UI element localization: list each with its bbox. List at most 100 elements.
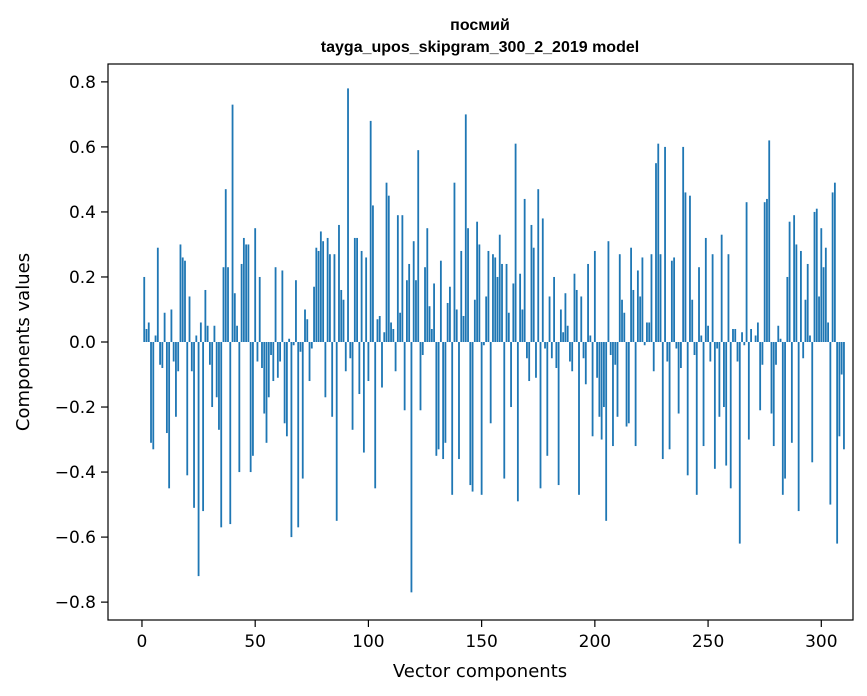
bar — [489, 342, 492, 424]
bar — [544, 342, 546, 349]
bar — [367, 342, 370, 382]
bar — [378, 315, 381, 342]
bar — [372, 205, 374, 342]
bar — [299, 342, 302, 352]
bar — [356, 237, 358, 342]
bar — [184, 260, 186, 342]
bar — [206, 325, 209, 342]
bar — [675, 342, 678, 349]
x-tick-label: 250 — [692, 632, 724, 652]
bar — [340, 289, 343, 342]
bar — [795, 244, 798, 342]
bar — [220, 342, 223, 528]
x-tick-label: 50 — [244, 632, 266, 652]
bar — [781, 342, 784, 495]
y-axis: 0.8 0.6 0.4 0.2 0.0 −0.2 −0.4 −0.6 −0.8 — [55, 73, 108, 613]
bar — [682, 146, 685, 342]
bar — [822, 267, 825, 342]
bar — [761, 342, 764, 365]
bar — [229, 342, 232, 525]
bar — [727, 254, 730, 342]
bar — [163, 312, 166, 342]
bar — [519, 273, 522, 342]
bar — [625, 342, 628, 427]
bar — [833, 182, 836, 342]
bar — [242, 237, 245, 342]
bar — [609, 342, 612, 356]
x-axis: 0 50 100 150 200 250 300 — [137, 620, 838, 652]
bar — [435, 342, 438, 456]
bar — [156, 247, 159, 342]
bar — [349, 342, 352, 359]
bar — [704, 237, 707, 342]
bar — [462, 315, 465, 342]
bar — [406, 280, 408, 342]
bar — [478, 244, 481, 342]
bar — [800, 250, 802, 342]
bar — [813, 211, 816, 342]
bar — [281, 270, 284, 342]
bar — [677, 342, 680, 414]
bar — [476, 221, 479, 342]
bar — [575, 289, 578, 342]
bar — [582, 342, 585, 359]
bar — [815, 208, 818, 342]
bar — [806, 263, 809, 342]
bar — [249, 342, 252, 473]
bar — [455, 309, 458, 342]
bar — [424, 267, 426, 342]
bar — [788, 221, 791, 342]
bar — [390, 322, 392, 342]
bar — [686, 342, 689, 476]
bar — [437, 342, 440, 450]
bar — [310, 342, 313, 349]
bar — [369, 120, 372, 343]
bar — [632, 289, 635, 342]
bar — [419, 342, 422, 411]
bar — [347, 88, 349, 342]
bar — [553, 276, 555, 342]
bar — [750, 328, 752, 342]
bar — [213, 325, 216, 342]
bar — [702, 342, 705, 447]
bar — [446, 302, 449, 342]
bar — [503, 342, 506, 479]
bar — [304, 309, 306, 342]
bar — [729, 342, 732, 489]
bar — [555, 342, 558, 369]
bar — [168, 342, 171, 489]
bar — [770, 342, 773, 414]
bar — [208, 342, 211, 365]
bar — [680, 342, 682, 369]
bar — [630, 247, 632, 342]
bar — [673, 257, 676, 342]
bar — [159, 342, 161, 365]
bar — [274, 267, 277, 342]
bar — [639, 296, 642, 342]
bar — [326, 237, 329, 342]
bar — [589, 335, 592, 342]
x-axis-label: Vector components — [393, 661, 567, 682]
bar — [809, 335, 811, 342]
bar — [723, 342, 725, 408]
bar — [381, 342, 383, 388]
bar — [317, 250, 320, 342]
bar — [360, 250, 363, 342]
bar — [741, 332, 743, 342]
bar — [709, 342, 712, 362]
bar — [838, 342, 841, 437]
bar — [412, 241, 415, 342]
bar — [333, 254, 336, 342]
bar — [410, 342, 413, 593]
bar — [145, 328, 148, 342]
chart-title-line2: tayga_upos_skipgram_300_2_2019 model — [321, 39, 639, 56]
bar — [734, 328, 737, 342]
bar — [818, 296, 820, 342]
bar — [587, 263, 589, 342]
bar — [648, 322, 651, 342]
bar — [612, 342, 614, 447]
bar — [528, 342, 531, 382]
bar — [763, 202, 766, 342]
bar — [537, 189, 540, 342]
